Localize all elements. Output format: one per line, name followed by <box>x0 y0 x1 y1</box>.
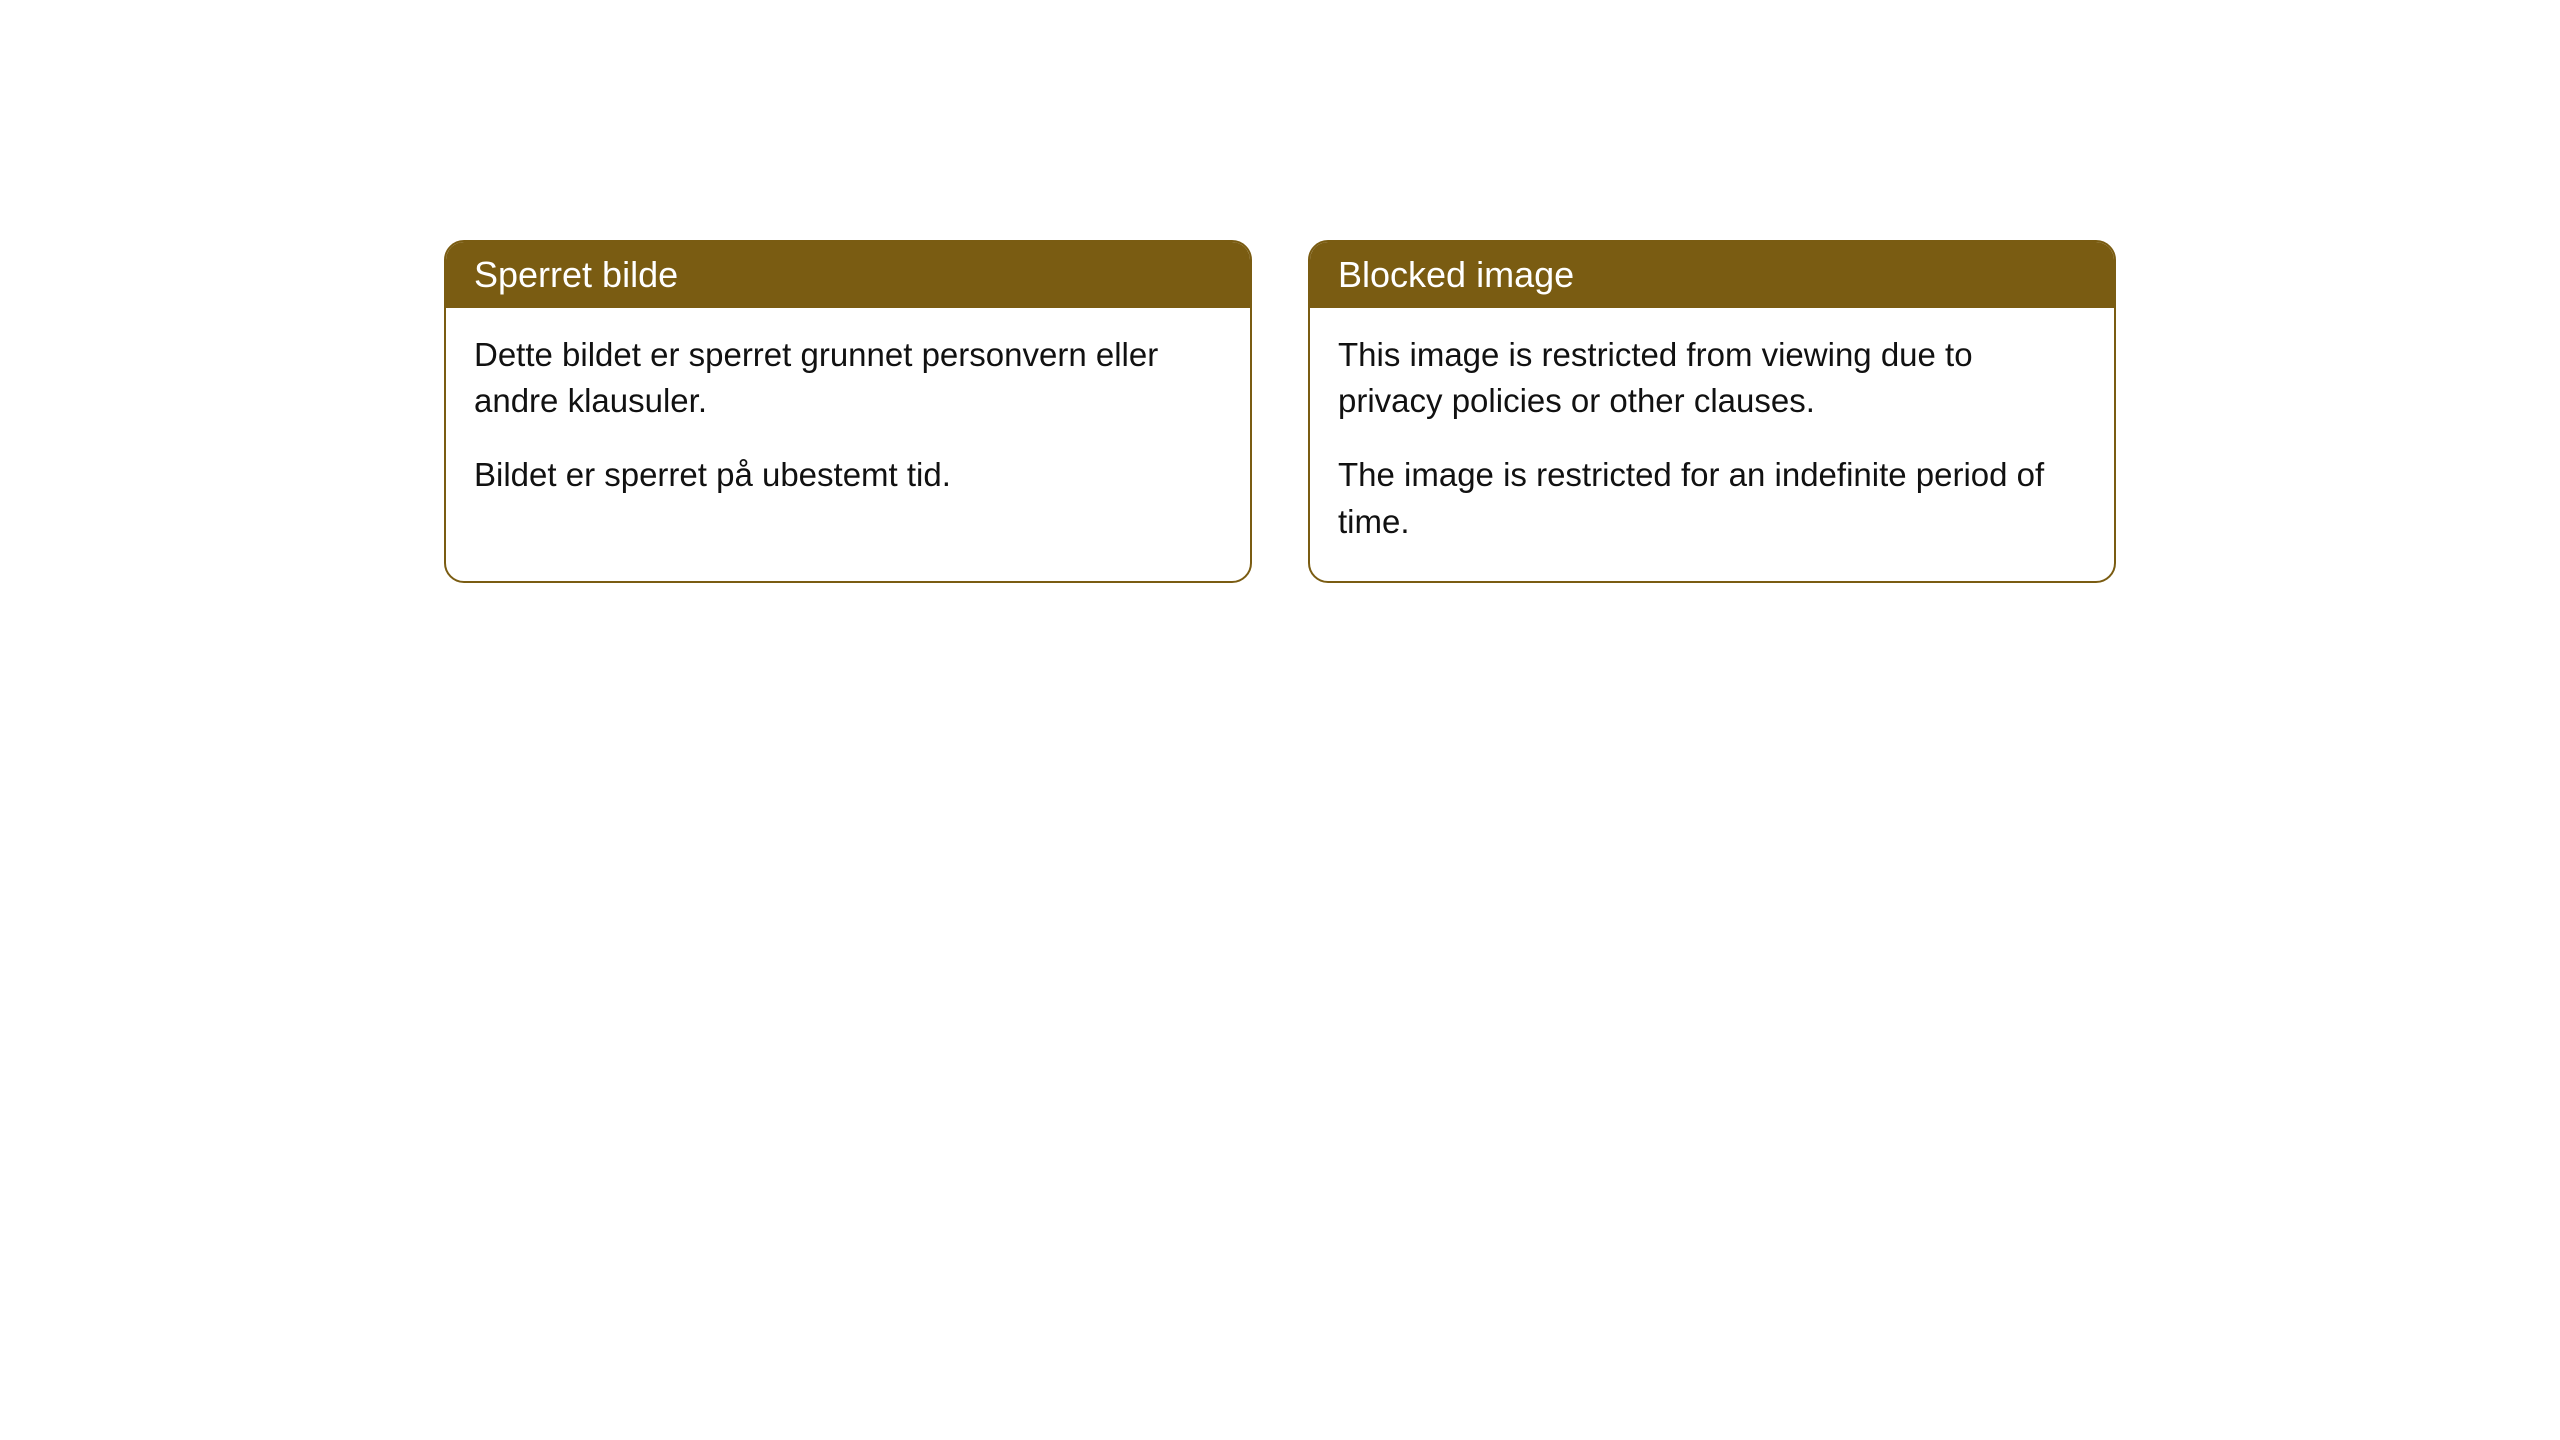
card-paragraph: This image is restricted from viewing du… <box>1338 332 2086 424</box>
card-body: Dette bildet er sperret grunnet personve… <box>446 308 1250 535</box>
card-title: Sperret bilde <box>474 254 678 295</box>
card-title: Blocked image <box>1338 254 1574 295</box>
card-paragraph: Bildet er sperret på ubestemt tid. <box>474 452 1222 498</box>
notice-cards-container: Sperret bilde Dette bildet er sperret gr… <box>444 240 2116 583</box>
notice-card-english: Blocked image This image is restricted f… <box>1308 240 2116 583</box>
card-header: Blocked image <box>1310 242 2114 308</box>
card-paragraph: Dette bildet er sperret grunnet personve… <box>474 332 1222 424</box>
card-header: Sperret bilde <box>446 242 1250 308</box>
card-paragraph: The image is restricted for an indefinit… <box>1338 452 2086 544</box>
card-body: This image is restricted from viewing du… <box>1310 308 2114 581</box>
notice-card-norwegian: Sperret bilde Dette bildet er sperret gr… <box>444 240 1252 583</box>
